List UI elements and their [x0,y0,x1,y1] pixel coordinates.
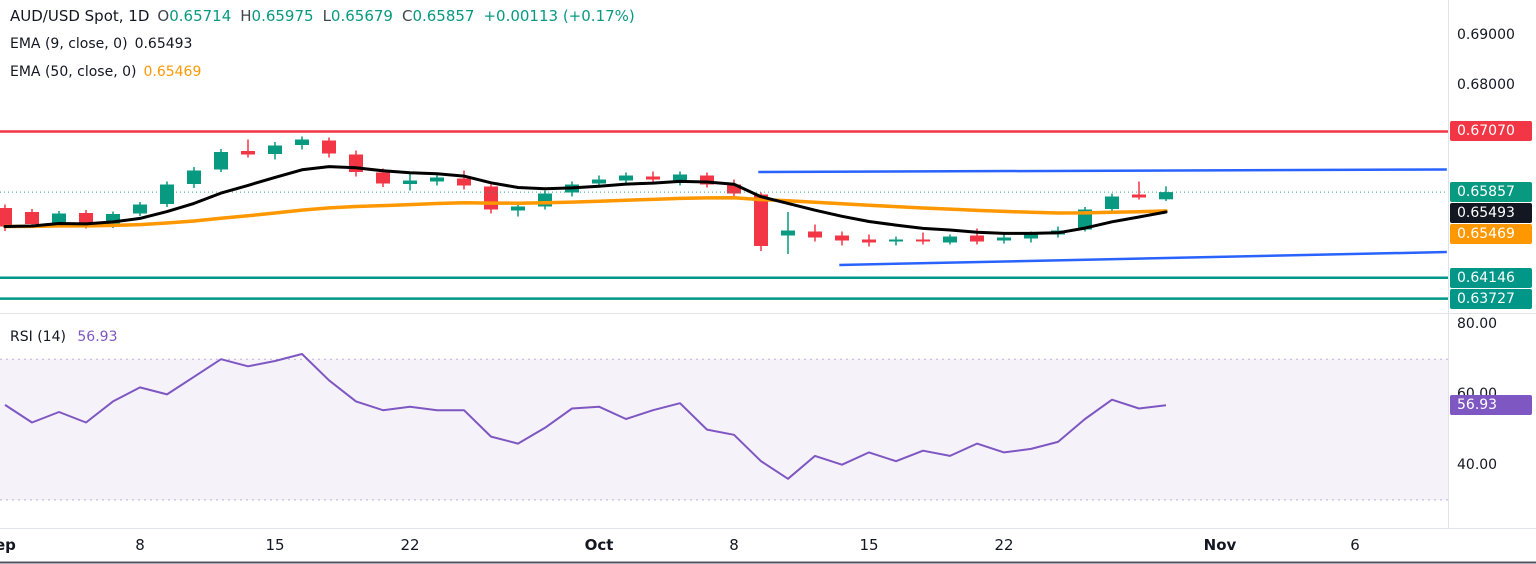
ohlc-readout: O0.65714 H0.65975 L0.65679 C0.65857 +0.0… [157,7,634,25]
rsi-value: 56.93 [77,329,118,345]
ohlc-close-value: 0.65857 [412,6,475,25]
candle-body [187,170,201,184]
candle-body [430,177,444,182]
rsi-line[interactable] [4,353,1167,480]
candle-body [754,194,768,246]
ema50-line[interactable] [3,195,1168,229]
time-axis-label: 8 [135,536,145,554]
symbol-row[interactable]: AUD/USD Spot, 1D O0.65714 H0.65975 L0.65… [10,6,635,25]
rsi-band [0,359,1448,500]
candle-body [889,239,903,242]
candle-body [1159,192,1173,200]
rsi-axis-label: 80.00 [1457,316,1498,332]
ohlc-low-label: L [322,6,331,25]
ema9-line[interactable] [3,165,1168,235]
candle-body [916,239,930,242]
trendline-upper[interactable] [758,168,1447,174]
time-axis-label: 22 [400,536,420,554]
time-axis-label: 15 [859,536,879,554]
candle-body [997,237,1011,241]
candle-body [970,235,984,242]
ohlc-high-value: 0.65975 [251,6,314,25]
candle-body [619,175,633,181]
candle-body [727,184,741,194]
price-badge: 0.63727 [1450,289,1532,309]
candle-body [106,214,120,225]
ohlc-low: L0.65679 [323,7,393,25]
candle-body [25,212,39,224]
rsi-label: RSI (14) [10,329,66,345]
candle-body [322,140,336,154]
time-axis-label: 6 [1350,536,1360,554]
price-badge: 0.65469 [1450,224,1532,244]
price-badge: 0.64146 [1450,268,1532,288]
candle-body [1105,196,1119,209]
time-axis-label: 15 [265,536,285,554]
price-badge: 0.65857 [1450,182,1532,202]
ohlc-low-value: 0.65679 [330,6,393,25]
ema9-value: 0.65493 [134,35,193,52]
candle-body [295,139,309,145]
ohlc-change: +0.00113 (+0.17%) [483,6,635,25]
ema50-legend[interactable]: EMA (50, close, 0) 0.65469 [10,62,635,81]
ema50-value: 0.65469 [143,63,202,80]
main-chart-legend: AUD/USD Spot, 1D O0.65714 H0.65975 L0.65… [10,6,635,90]
price-badge: 0.65493 [1450,203,1532,223]
candle-body [700,175,714,185]
candle-body [214,152,228,170]
candle-body [1132,194,1146,198]
ema9-legend[interactable]: EMA (9, close, 0) 0.65493 [10,34,635,53]
ohlc-high-label: H [240,6,252,25]
candle-body [0,208,12,227]
candle-body [835,235,849,241]
candle-body [268,145,282,154]
candle-body [943,236,957,243]
price-badge: 0.67070 [1450,121,1532,141]
candle-body [52,213,66,223]
candle-body [646,176,660,180]
candle-body [160,184,174,204]
price-axis-label: 0.68000 [1457,77,1515,93]
rsi-indicator-legend[interactable]: RSI (14) 56.93 [10,329,117,345]
ohlc-open-value: 0.65714 [169,6,232,25]
time-axis-label: Nov [1203,536,1237,554]
candle-body [673,174,687,181]
time-axis-label: 22 [994,536,1014,554]
ohlc-close-label: C [401,6,413,25]
candle-body [1024,233,1038,239]
rsi-badge: 56.93 [1450,395,1532,415]
ohlc-open-label: O [157,6,170,25]
ohlc-close: C0.65857 [402,7,475,25]
candle-body [511,206,525,211]
ema9-label: EMA (9, close, 0) [10,35,128,52]
ohlc-open: O0.65714 [157,7,231,25]
ohlc-high: H0.65975 [240,7,313,25]
rsi-axis-label: 40.00 [1457,457,1498,473]
candle-body [457,178,471,186]
time-axis-label: Oct [584,536,614,554]
time-axis-label: Sep [0,536,16,554]
candle-body [781,230,795,236]
candle-body [592,179,606,184]
candle-body [133,204,147,214]
time-axis-label: 8 [729,536,739,554]
price-axis-label: 0.69000 [1457,27,1515,43]
symbol-title[interactable]: AUD/USD Spot, 1D [10,6,150,25]
trendline-lower[interactable] [839,250,1447,267]
candle-body [376,172,390,184]
candle-body [862,239,876,243]
candle-body [808,231,822,238]
ema50-label: EMA (50, close, 0) [10,63,137,80]
candle-body [241,151,255,155]
candle-body [403,180,417,184]
